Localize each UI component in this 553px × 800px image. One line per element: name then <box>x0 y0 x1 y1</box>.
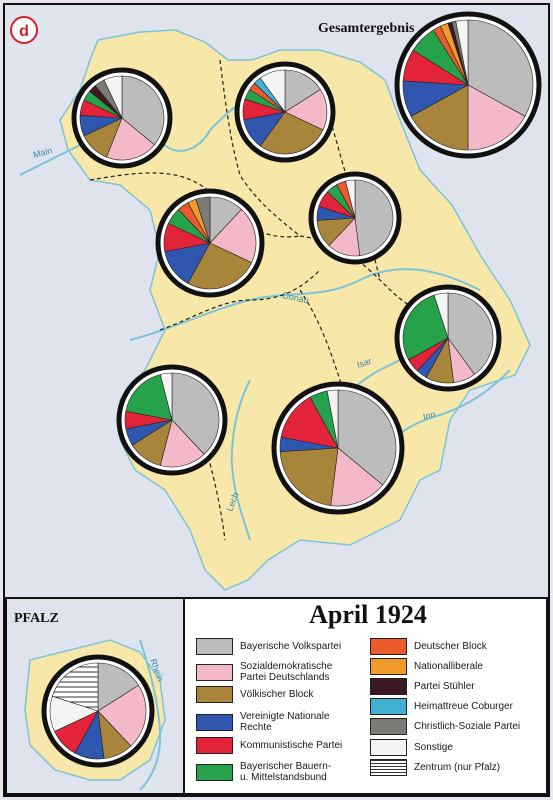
river-label-isar: Isar <box>356 356 373 370</box>
pie-slice-unterfranken-bvp <box>121 75 165 146</box>
legend-item-hc: Heimattreue Coburger <box>370 698 513 715</box>
legend-label-db: Deutscher Block <box>414 641 487 652</box>
river-rhein <box>139 639 162 791</box>
pie-pfalz <box>41 654 155 768</box>
legend-swatch-db <box>370 638 407 655</box>
legend-swatch-ps <box>370 678 407 695</box>
pie-niederbayern <box>394 284 502 392</box>
pie-slice-unterfranken-sonst <box>103 75 123 119</box>
legend-swatch-csp <box>370 718 407 735</box>
river-lech <box>230 379 251 541</box>
pie-slice-mittelfranken-spd <box>209 209 257 263</box>
pfalz-label: PFALZ <box>14 611 59 626</box>
pie-slice-oberpfalz-bvp <box>354 179 394 257</box>
pie-slice-oberbayern-spd <box>330 447 384 507</box>
legend-label-kpd: Kommunistische Partei <box>240 740 343 751</box>
legend-label-bvp: Bayerische Volkspartei <box>240 641 342 652</box>
pie-slice-pfalz-spd <box>97 684 147 747</box>
pie-slice-oberbayern-bvp <box>337 389 397 486</box>
map-title: April 1924 <box>309 600 427 629</box>
panel-letter: d <box>19 23 29 40</box>
river-label-main: Main <box>32 145 53 160</box>
legend-swatch-bbmb <box>196 763 233 781</box>
legend-label-bbmb: Bayerischer Bauern- u. Mittelstandsbund <box>240 761 332 783</box>
legend-label-zentrum: Zentrum (nur Pfalz) <box>414 762 501 773</box>
pie-slice-pfalz-zentrum <box>51 662 99 712</box>
pie-slice-schwaben-bbmb <box>125 374 173 421</box>
legend-swatch-vb <box>196 686 233 703</box>
legend-label-spd: Sozialdemokratische Partei Deutschlands <box>240 661 333 683</box>
pie-slice-schwaben-sonst <box>159 372 173 421</box>
pie-slice-oberfranken-vb <box>259 111 324 155</box>
pie-slice-gesamtergebnis-sonst <box>455 19 469 86</box>
legend-item-zentrum: Zentrum (nur Pfalz) <box>370 759 500 776</box>
pie-unterfranken <box>71 67 173 169</box>
pie-oberfranken <box>234 61 336 163</box>
legend-label-csp: Christlich-Soziale Partei <box>414 721 521 732</box>
legend-item-db: Deutscher Block <box>370 638 487 655</box>
legend-label-nl: Nationalliberale <box>414 661 483 672</box>
legend-item-csp: Christlich-Soziale Partei <box>370 718 520 735</box>
pie-slice-pfalz-bvp <box>97 662 139 712</box>
legend-item-vnr: Vereinigte Nationale Rechte <box>196 711 330 733</box>
pie-slice-oberpfalz-sonst <box>345 179 356 219</box>
pie-slice-niederbayern-bbmb <box>402 294 449 361</box>
gesamtergebnis-label: Gesamtergebnis <box>318 21 415 36</box>
legend-item-bvp: Bayerische Volkspartei <box>196 638 341 655</box>
legend-label-ps: Partei Stühler <box>414 681 475 692</box>
legend-item-nl: Nationalliberale <box>370 658 483 675</box>
legend-swatch-hc <box>370 698 407 715</box>
legend-item-ps: Partei Stühler <box>370 678 475 695</box>
legend-item-bbmb: Bayerischer Bauern- u. Mittelstandsbund <box>196 761 331 783</box>
pie-slice-schwaben-spd <box>159 419 205 468</box>
panel-letter-badge <box>10 16 38 44</box>
legend-swatch-spd <box>196 663 233 681</box>
legend-item-vb: Völkischer Block <box>196 686 313 703</box>
legend: Bayerische Volkspartei Sozialdemokratisc… <box>190 636 546 794</box>
pie-slice-mittelfranken-csp <box>195 196 211 244</box>
legend-item-kpd: Kommunistische Partei <box>196 737 342 754</box>
pie-slice-oberbayern-kpd <box>280 396 339 449</box>
pie-slice-oberbayern-vb <box>279 447 339 506</box>
pie-layer <box>41 11 542 768</box>
pie-gesamtergebnis <box>394 11 542 159</box>
legend-swatch-zentrum <box>370 759 407 776</box>
pie-slice-gesamtergebnis-spd <box>467 84 526 151</box>
legend-label-vnr: Vereinigte Nationale Rechte <box>240 711 330 733</box>
pie-oberpfalz <box>308 171 402 265</box>
pie-slice-schwaben-bvp <box>171 372 220 455</box>
pie-schwaben <box>116 364 228 476</box>
legend-item-sonst: Sonstige <box>370 739 453 756</box>
river-donau <box>129 268 481 341</box>
pie-slice-oberbayern-sonst <box>326 389 339 449</box>
pie-slice-gesamtergebnis-bvp <box>467 19 534 117</box>
pie-mittelfranken <box>155 188 265 298</box>
legend-swatch-bvp <box>196 638 233 655</box>
pie-slice-niederbayern-bvp <box>447 292 494 375</box>
legend-swatch-nl <box>370 658 407 675</box>
legend-panel <box>183 597 548 795</box>
river-label-inn: Inn <box>422 409 437 422</box>
legend-label-vb: Völkischer Block <box>240 689 314 700</box>
pie-oberbayern <box>271 381 405 515</box>
legend-item-spd: Sozialdemokratische Partei Deutschlands <box>196 661 332 683</box>
pie-slice-oberfranken-sonst <box>259 69 286 113</box>
legend-swatch-sonst <box>370 739 407 756</box>
pie-slice-gesamtergebnis-vb <box>410 84 469 151</box>
legend-label-sonst: Sonstige <box>414 742 453 753</box>
legend-swatch-vnr <box>196 713 233 731</box>
legend-label-hc: Heimattreue Coburger <box>414 701 513 712</box>
pie-slice-niederbayern-sonst <box>433 292 449 339</box>
pie-slice-unterfranken-spd <box>106 117 155 161</box>
legend-swatch-kpd <box>196 737 233 754</box>
